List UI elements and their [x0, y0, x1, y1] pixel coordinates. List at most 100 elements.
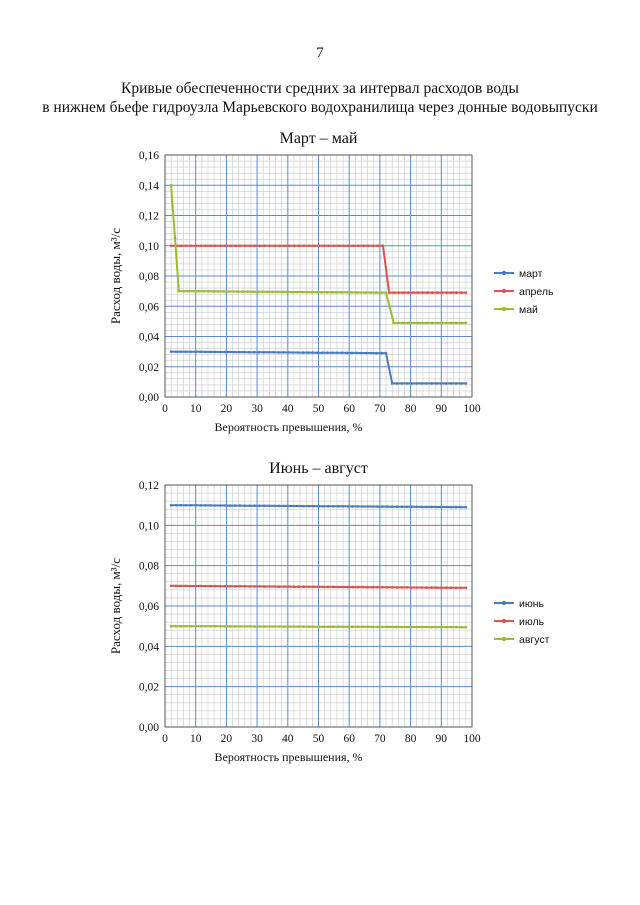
x-tick-label: 60 [343, 733, 355, 745]
data-point [331, 505, 335, 508]
data-point [397, 291, 401, 294]
data-point [169, 503, 173, 507]
data-point [435, 505, 438, 509]
data-point [459, 382, 463, 385]
data-point [444, 505, 448, 509]
data-point [331, 625, 335, 628]
data-point [371, 244, 375, 248]
data-point [459, 505, 463, 509]
x-tick-label: 100 [463, 403, 481, 415]
data-point [400, 505, 404, 508]
data-point [425, 505, 428, 509]
data-point [233, 244, 237, 248]
data-point [350, 351, 354, 355]
data-point [445, 321, 448, 325]
data-point [311, 351, 315, 354]
x-tick-label: 70 [374, 403, 386, 415]
data-point [252, 350, 256, 354]
data-point [322, 585, 325, 589]
data-point [320, 290, 324, 294]
data-point [421, 291, 425, 294]
data-point [174, 624, 178, 628]
data-point [219, 504, 222, 507]
data-point [370, 351, 373, 355]
data-point [402, 291, 405, 294]
data-point [369, 291, 373, 294]
data-point [410, 586, 414, 589]
chart-march-may: Март – май 0 10 20 30 40 50 60 70 80 90 100 0,00 0,02… [108, 130, 554, 434]
data-point [214, 244, 217, 248]
data-point [336, 505, 340, 508]
y-tick-label: 0,02 [139, 362, 159, 374]
data-point [450, 291, 453, 294]
data-point [440, 321, 444, 325]
data-point [425, 625, 428, 629]
x-tick-label: 50 [313, 403, 325, 415]
data-point [360, 291, 363, 294]
x-tick-label: 90 [436, 733, 448, 745]
data-point [444, 586, 448, 589]
data-point [366, 244, 370, 248]
data-point [228, 584, 232, 588]
data-point [407, 291, 410, 294]
data-point [421, 321, 424, 325]
data-point [381, 505, 384, 508]
data-point [189, 584, 193, 588]
data-point [194, 350, 197, 354]
data-point [410, 505, 414, 509]
data-point [253, 244, 257, 248]
data-point [263, 244, 267, 248]
data-point [430, 321, 434, 325]
data-point [266, 290, 269, 294]
data-point [371, 505, 374, 508]
data-point [297, 244, 301, 248]
data-point [426, 291, 429, 294]
data-point [355, 351, 359, 355]
y-tick-label: 0,12 [139, 480, 159, 492]
data-point [204, 504, 207, 507]
data-point [356, 625, 360, 629]
data-point [218, 350, 222, 354]
data-point [169, 584, 173, 588]
data-point [209, 244, 212, 248]
data-point [360, 351, 363, 355]
data-point [292, 625, 296, 628]
data-point [322, 504, 325, 508]
data-point [390, 586, 394, 589]
data-point [187, 289, 190, 293]
x-tick-label: 30 [251, 403, 263, 415]
data-point [317, 585, 320, 589]
data-point [293, 244, 296, 248]
data-point [214, 504, 217, 507]
data-point [381, 244, 385, 248]
data-point [431, 291, 434, 294]
data-point [228, 625, 232, 628]
data-point [416, 321, 420, 325]
data-point [184, 244, 188, 248]
data-point [388, 306, 392, 310]
data-point [384, 351, 388, 355]
data-point [435, 625, 438, 629]
data-point [258, 504, 261, 508]
data-point [248, 585, 251, 588]
data-point [405, 382, 409, 385]
x-tick-label: 100 [463, 733, 481, 745]
data-point [454, 586, 458, 590]
data-point [392, 291, 396, 294]
data-point [381, 625, 384, 629]
data-point [351, 505, 355, 508]
data-point [272, 351, 276, 354]
data-point [169, 350, 173, 353]
data-point [312, 585, 315, 589]
data-point [410, 382, 414, 385]
data-point [420, 505, 424, 509]
legend-label: май [519, 304, 538, 316]
data-point [286, 290, 289, 294]
data-point [287, 504, 291, 508]
data-point [366, 505, 369, 508]
data-point [387, 291, 391, 294]
data-point [459, 586, 463, 590]
data-point [384, 291, 388, 294]
document-title-line-1: Кривые обеспеченности средних за интерва… [121, 80, 519, 97]
data-point [238, 504, 242, 507]
